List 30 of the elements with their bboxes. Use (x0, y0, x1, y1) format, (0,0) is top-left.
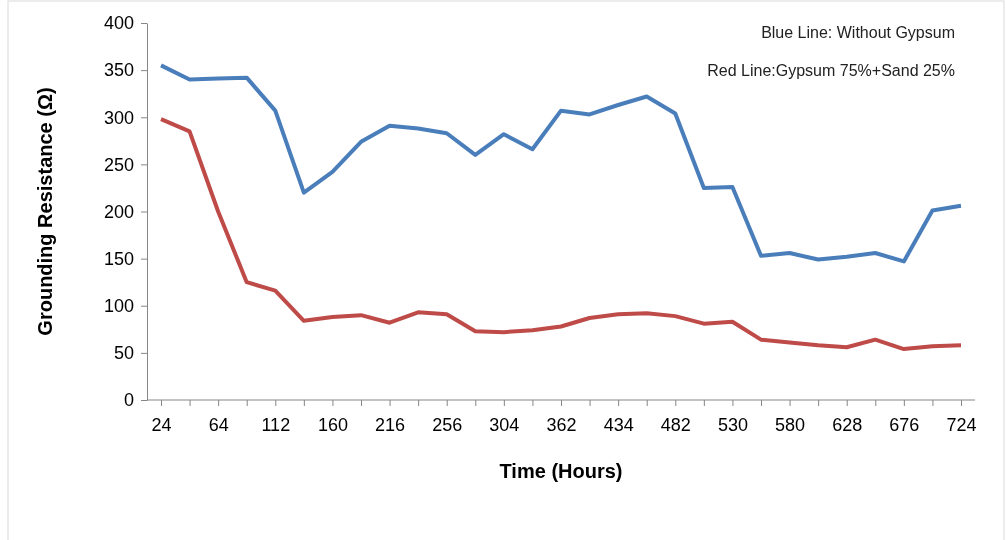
line-series (159, 117, 963, 352)
x-tick-label: 304 (489, 414, 520, 435)
x-tick-label: 362 (546, 414, 577, 435)
x-tick-label: 24 (151, 414, 172, 435)
y-tick-label: 200 (103, 201, 134, 222)
x-tick-label: 628 (832, 414, 863, 435)
x-tick-label: 64 (208, 414, 229, 435)
y-axis-title: Grounding Resistance (Ω) (34, 87, 56, 336)
x-tick-label: 160 (317, 414, 348, 435)
y-tick-label: 400 (103, 13, 134, 34)
y-tick-label: 350 (103, 60, 134, 81)
x-tick-label: 530 (717, 414, 748, 435)
x-tick-label: 676 (889, 414, 920, 435)
annotation: Blue Line: Without Gypsum (761, 24, 955, 41)
annotation: Red Line:Gypsum 75%+Sand 25% (707, 62, 955, 79)
y-tick-label: 150 (103, 248, 134, 269)
x-tick-label: 112 (261, 414, 291, 435)
line-series (159, 63, 963, 264)
x-tick-label: 256 (432, 414, 463, 435)
x-axis-title: Time (Hours) (499, 460, 623, 482)
x-tick-label: 434 (603, 414, 634, 435)
x-tick-label: 482 (660, 414, 691, 435)
y-tick-label: 100 (103, 296, 134, 317)
y-tick-label: 300 (103, 107, 134, 128)
x-tick-label: 580 (775, 414, 806, 435)
y-tick-label: 0 (123, 390, 134, 411)
y-tick-label: 50 (113, 343, 134, 364)
y-tick-label: 250 (103, 154, 134, 175)
x-tick-label: 724 (946, 414, 977, 435)
x-tick-label: 216 (375, 414, 406, 435)
